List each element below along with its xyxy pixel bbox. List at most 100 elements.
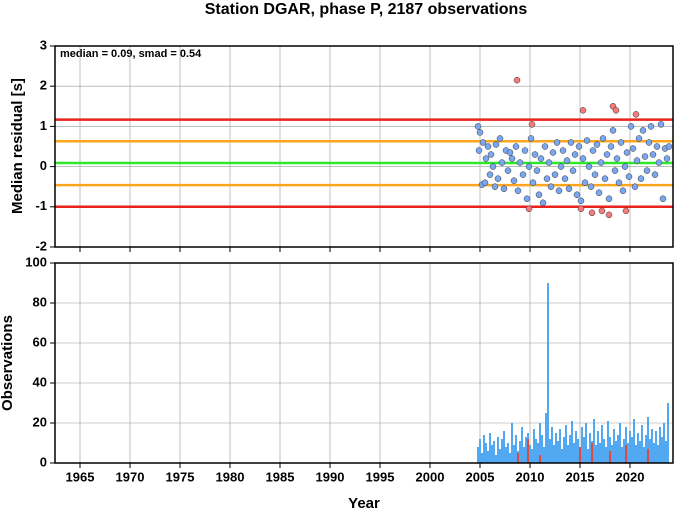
point bbox=[571, 151, 579, 158]
bar bbox=[545, 413, 547, 463]
bar bbox=[621, 447, 623, 463]
point bbox=[484, 143, 492, 150]
x-tick-label: 1970 bbox=[116, 469, 145, 484]
x-axis-label: Year bbox=[348, 495, 380, 511]
bar bbox=[629, 431, 631, 463]
bar bbox=[519, 441, 521, 463]
point bbox=[577, 205, 585, 213]
plot-frame bbox=[54, 45, 674, 248]
y-tick-label: 0 bbox=[40, 158, 47, 173]
point bbox=[513, 76, 521, 84]
point bbox=[489, 163, 497, 170]
point bbox=[613, 155, 621, 162]
y-tick-label: 20 bbox=[33, 414, 47, 429]
bar bbox=[643, 447, 645, 463]
y-tick-label: 60 bbox=[33, 334, 47, 349]
bar bbox=[527, 439, 529, 463]
point bbox=[651, 171, 659, 178]
point bbox=[599, 135, 607, 142]
bar bbox=[581, 427, 583, 463]
point bbox=[621, 163, 629, 170]
point bbox=[617, 139, 625, 146]
point bbox=[573, 191, 581, 198]
point bbox=[510, 177, 518, 184]
bar bbox=[529, 445, 531, 463]
point bbox=[539, 199, 547, 207]
bar bbox=[603, 439, 605, 463]
point bbox=[663, 155, 671, 162]
bar bbox=[601, 425, 603, 463]
x-tick-label: 1980 bbox=[216, 469, 245, 484]
point bbox=[645, 139, 653, 146]
point bbox=[492, 141, 500, 148]
point bbox=[587, 183, 595, 190]
point bbox=[605, 195, 613, 203]
y-tick-label: 1 bbox=[40, 118, 47, 133]
point bbox=[486, 171, 494, 178]
bar bbox=[605, 447, 607, 463]
x-tick-label: 1985 bbox=[266, 469, 295, 484]
point bbox=[607, 143, 615, 150]
point bbox=[653, 143, 661, 150]
point bbox=[631, 183, 639, 190]
bar bbox=[517, 453, 519, 463]
bar bbox=[657, 445, 659, 463]
point bbox=[553, 139, 561, 146]
bar bbox=[483, 435, 485, 463]
bar bbox=[567, 445, 569, 463]
x-tick-label: 2000 bbox=[416, 469, 445, 484]
bar bbox=[573, 443, 575, 463]
bar bbox=[625, 445, 627, 463]
x-tick-label: 1990 bbox=[316, 469, 345, 484]
bar bbox=[539, 423, 541, 463]
bar bbox=[497, 437, 499, 463]
point bbox=[577, 197, 585, 205]
x-tick-label: 1965 bbox=[66, 469, 95, 484]
point bbox=[500, 185, 508, 192]
bar bbox=[593, 419, 595, 463]
bar bbox=[489, 433, 491, 463]
point bbox=[545, 159, 553, 166]
point bbox=[533, 167, 541, 174]
y-axis-label: Median residual [s] bbox=[9, 78, 26, 214]
point bbox=[496, 135, 504, 142]
point bbox=[541, 143, 549, 150]
bar bbox=[553, 445, 555, 463]
x-tick-label: 2010 bbox=[516, 469, 545, 484]
y-tick-label: -2 bbox=[35, 238, 47, 253]
bar bbox=[539, 455, 541, 463]
bar bbox=[611, 445, 613, 463]
point bbox=[595, 189, 603, 196]
bar bbox=[609, 451, 611, 463]
bar bbox=[509, 453, 511, 463]
chart-title: Station DGAR, phase P, 2187 observations bbox=[205, 1, 528, 18]
point bbox=[557, 163, 565, 170]
point bbox=[665, 143, 673, 150]
point bbox=[565, 185, 573, 192]
bar bbox=[481, 453, 483, 463]
bar bbox=[563, 437, 565, 463]
bar bbox=[499, 449, 501, 463]
point bbox=[598, 207, 606, 215]
bar bbox=[503, 431, 505, 463]
point bbox=[481, 179, 489, 186]
plot-frame bbox=[54, 262, 674, 464]
point bbox=[615, 179, 623, 186]
point bbox=[579, 107, 587, 114]
annotation: median = 0.09, smad = 0.54 bbox=[60, 48, 202, 60]
point bbox=[637, 175, 645, 182]
point bbox=[611, 167, 619, 174]
bar bbox=[531, 449, 533, 463]
point bbox=[506, 149, 514, 156]
bar bbox=[543, 447, 545, 463]
bar bbox=[533, 429, 535, 463]
bar bbox=[587, 449, 589, 463]
bar bbox=[661, 437, 663, 463]
bar bbox=[551, 427, 553, 463]
bar bbox=[633, 419, 635, 463]
y-tick-label: 0 bbox=[40, 454, 47, 469]
point bbox=[479, 139, 487, 146]
point bbox=[629, 145, 637, 152]
bar bbox=[579, 447, 581, 463]
